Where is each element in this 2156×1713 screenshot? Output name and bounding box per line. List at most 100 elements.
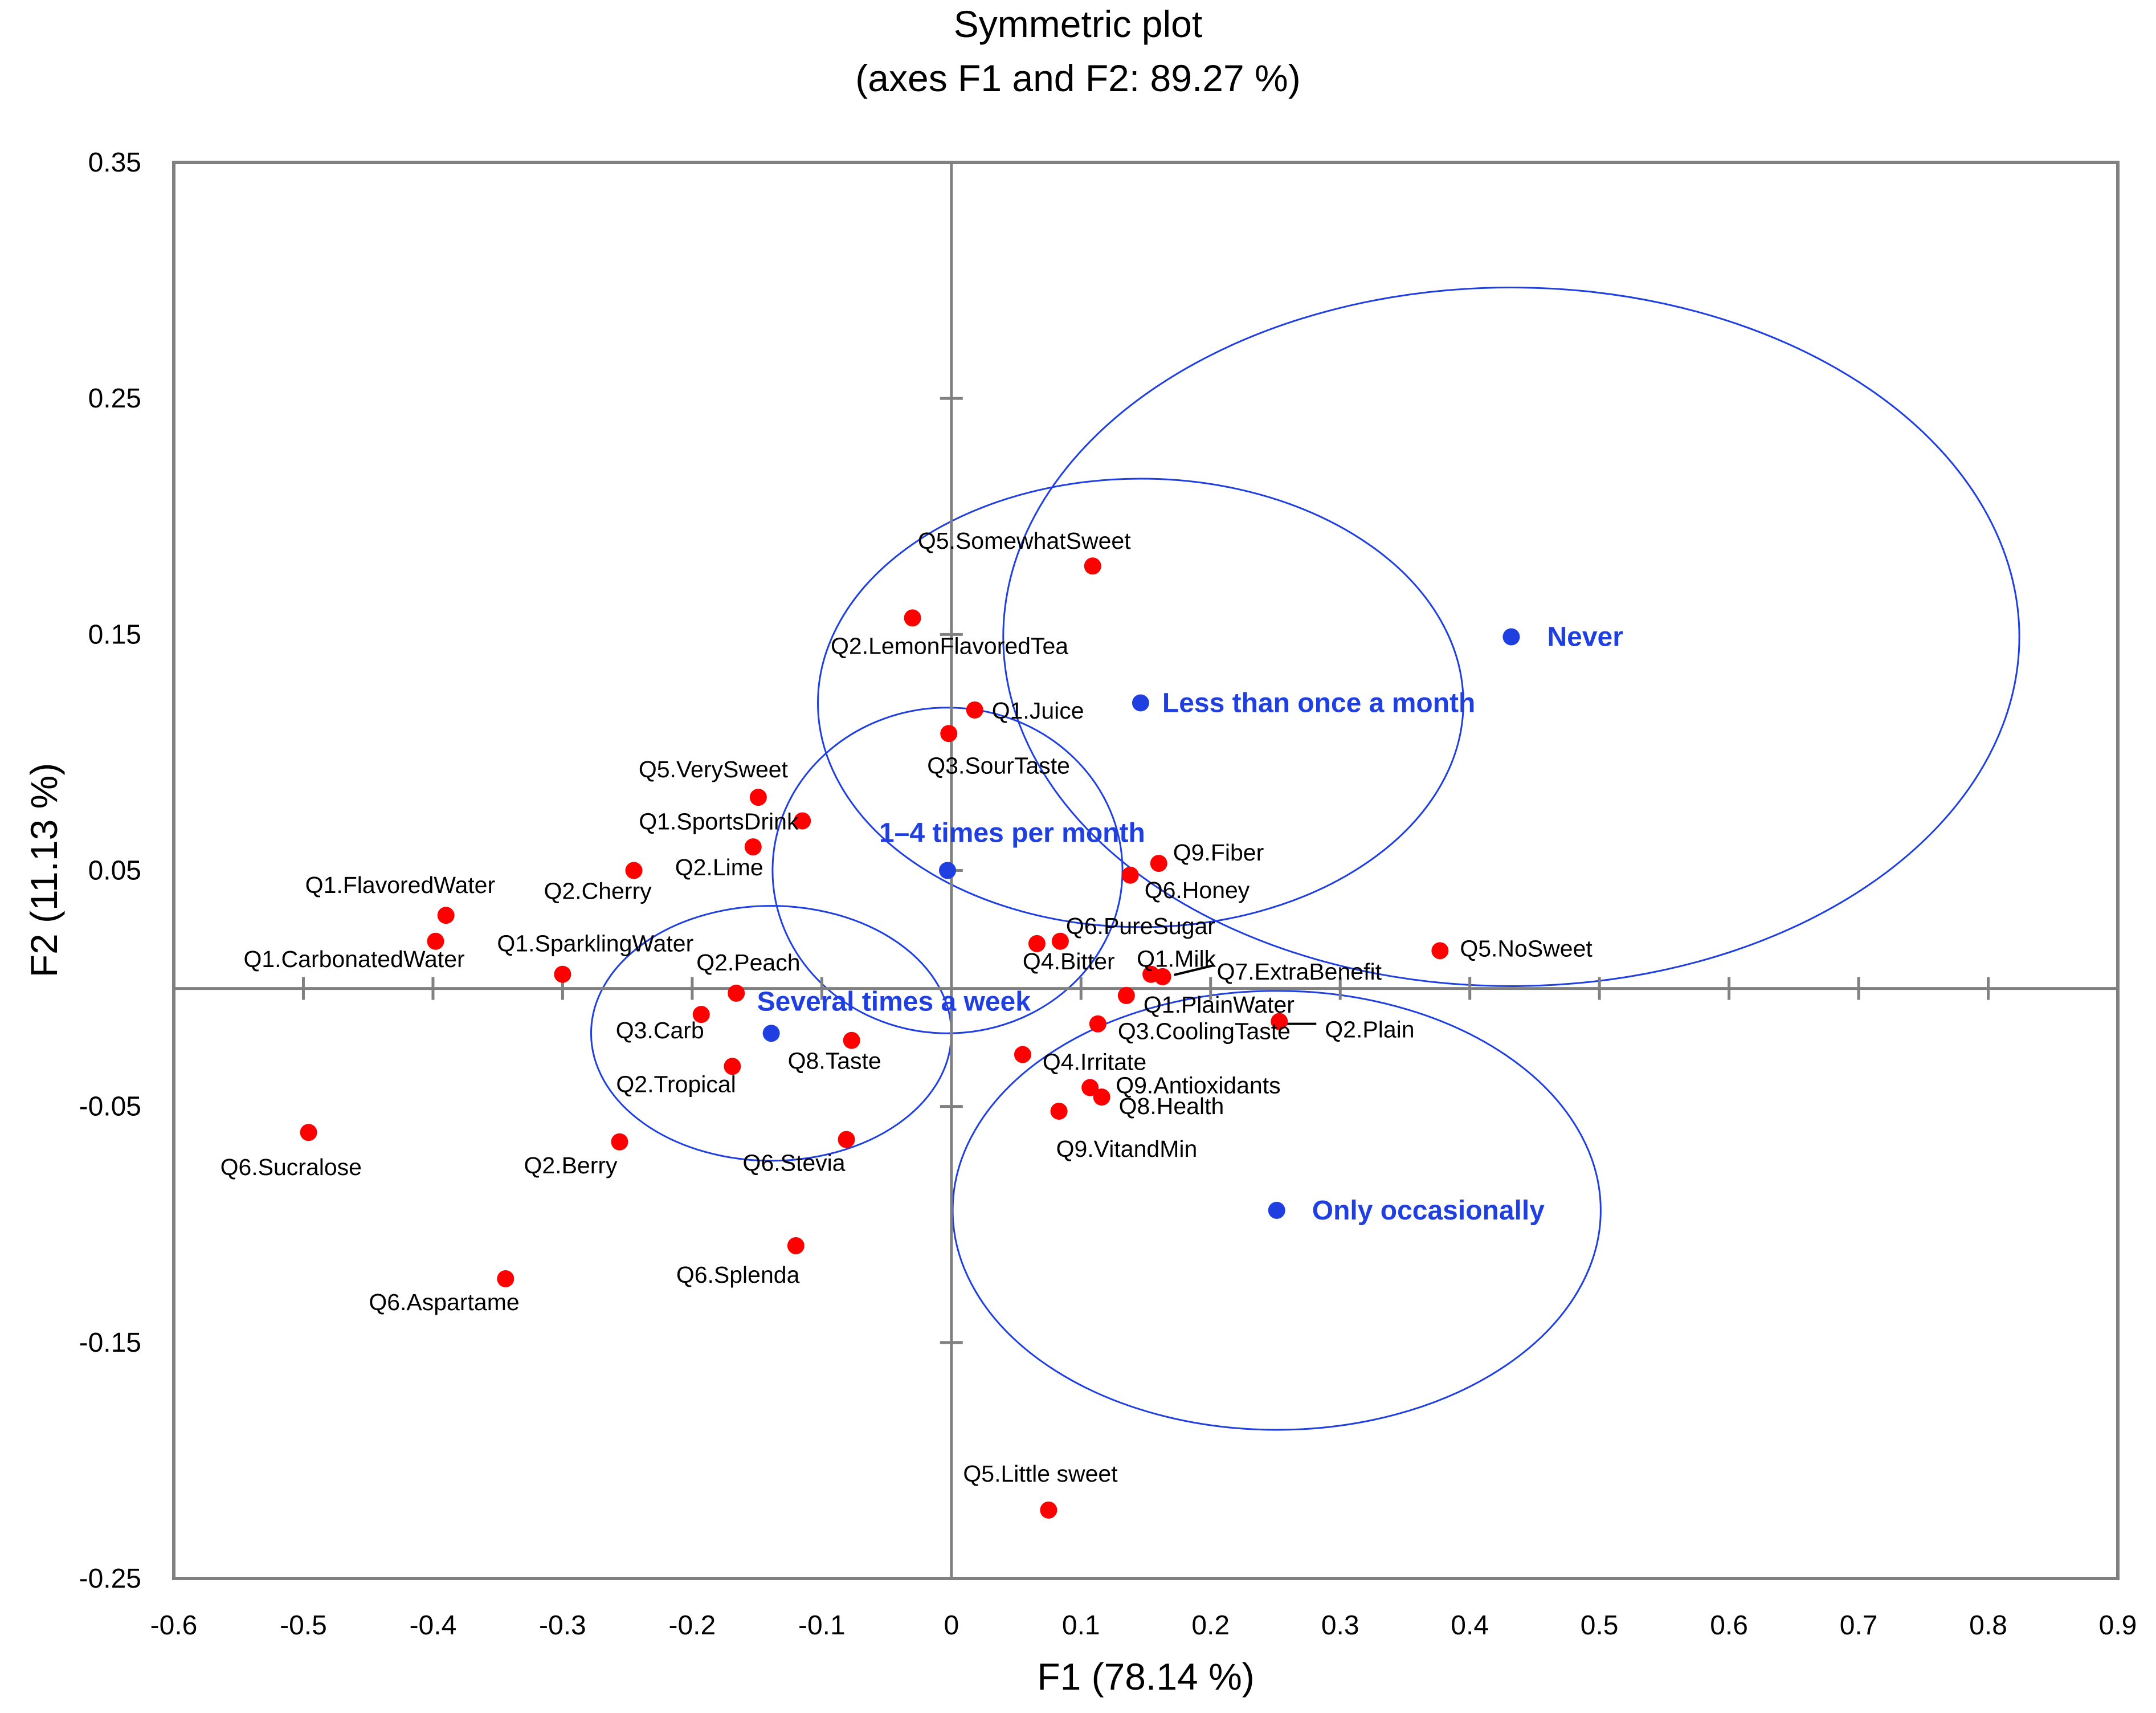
point-q2-plain (1271, 1013, 1288, 1030)
leader-line (1174, 964, 1215, 976)
point-label-q9-vitandmin: Q9.VitandMin (1056, 1136, 1198, 1162)
point-q1-flavoredwater (437, 907, 455, 924)
point-label-q9-antioxidants: Q9.Antioxidants (1116, 1072, 1280, 1099)
point-q5-nosweet (1431, 942, 1449, 960)
point-q9-antioxidants (1081, 1079, 1099, 1096)
label-leader-lines (1174, 964, 1317, 1025)
point-q2-lemonflavoredtea (904, 609, 921, 627)
point-label-q2-peach: Q2.Peach (696, 949, 800, 976)
point-label-q7-extrabenefit: Q7.ExtraBenefit (1217, 959, 1382, 985)
point-q2-tropical (724, 1058, 741, 1075)
point-q7-extrabenefit (1154, 968, 1171, 985)
x-tick-label: -0.3 (539, 1610, 586, 1641)
point-label-q2-lime: Q2.Lime (675, 854, 763, 880)
point-label-q1-plainwater: Q1.PlainWater (1144, 992, 1295, 1018)
point-label-q5-somewhatsweet: Q5.SomewhatSweet (918, 528, 1131, 554)
point-q6-splenda (787, 1237, 805, 1255)
point-label-q1-flavoredwater: Q1.FlavoredWater (305, 872, 495, 898)
plot-frame (172, 161, 2120, 1580)
point-q5-verysweet (749, 789, 767, 806)
point-q1-sparklingwater (554, 965, 571, 983)
x-tick-label: 0.9 (2099, 1610, 2137, 1641)
point-label-q5-little-sweet: Q5.Little sweet (963, 1461, 1118, 1487)
point-label-q1-milk: Q1.Milk (1137, 946, 1216, 972)
x-axis-title: F1 (78.14 %) (1037, 1655, 1255, 1698)
x-tick-label: -0.2 (669, 1610, 716, 1641)
point-label-q4-bitter: Q4.Bitter (1023, 948, 1115, 974)
point-label-q6-puresugar: Q6.PureSugar (1066, 913, 1215, 939)
group-point-never (1502, 628, 1520, 646)
point-q1-sportsdrink (794, 812, 811, 830)
point-q2-cherry (625, 862, 643, 879)
point-q2-peach (728, 984, 745, 1002)
point-label-q2-plain: Q2.Plain (1325, 1017, 1414, 1043)
point-label-q5-verysweet: Q5.VerySweet (639, 756, 789, 782)
point-label-q9-fiber: Q9.Fiber (1173, 839, 1264, 866)
y-tick-label: -0.05 (79, 1092, 141, 1122)
y-tick-label: 0.35 (88, 148, 141, 178)
point-q1-juice (966, 701, 983, 719)
point-label-q6-aspartame: Q6.Aspartame (369, 1289, 519, 1315)
point-label-q6-sucralose: Q6.Sucralose (220, 1154, 362, 1180)
x-tick-label: 0.4 (1451, 1610, 1489, 1641)
point-q5-little-sweet (1040, 1501, 1057, 1519)
group-label-1-4-times-per-month: 1–4 times per month (879, 818, 1145, 849)
point-q6-puresugar (1051, 932, 1069, 950)
point-label-q2-tropical: Q2.Tropical (616, 1071, 736, 1097)
point-q2-berry (611, 1133, 628, 1151)
x-axis-ticks: -0.6 -0.5 -0.4 -0.3 -0.2 -0.1 0 0.1 0.2 0.3 0.4 0.5… (150, 977, 2137, 1641)
x-tick-label: -0.4 (410, 1610, 457, 1641)
point-q3-coolingtaste (1089, 1015, 1106, 1033)
x-tick-label: -0.5 (280, 1610, 327, 1641)
point-q2-lime (744, 838, 762, 856)
group-point-1-4-times-per-month (938, 862, 956, 879)
point-q6-sucralose (300, 1124, 317, 1141)
ellipse-less-than-once-a-month (817, 478, 1464, 928)
x-tick-label: 0.5 (1581, 1610, 1619, 1641)
point-label-q6-stevia: Q6.Stevia (743, 1150, 846, 1176)
point-q5-somewhatsweet (1084, 557, 1101, 575)
group-point-less-than-once-a-month (1132, 694, 1149, 712)
group-label-less-than-once-a-month: Less than once a month (1162, 688, 1475, 718)
point-q8-taste (843, 1031, 860, 1049)
point-label-q1-sportsdrink: Q1.SportsDrink (639, 809, 799, 835)
point-label-q6-splenda: Q6.Splenda (676, 1262, 800, 1288)
x-tick-label: 0.3 (1321, 1610, 1359, 1641)
point-q4-bitter (1028, 935, 1046, 952)
x-tick-label: 0.6 (1710, 1610, 1748, 1641)
point-q6-honey (1121, 866, 1139, 884)
group-label-never: Never (1547, 622, 1623, 652)
point-label-q1-sparklingwater: Q1.SparklingWater (497, 931, 693, 957)
point-label-q8-health: Q8.Health (1119, 1093, 1224, 1119)
x-tick-label: 0.1 (1062, 1610, 1100, 1641)
point-label-q4-irritate: Q4.Irritate (1043, 1049, 1146, 1075)
group-point-several-times-a-week (762, 1025, 780, 1042)
point-label-q8-taste: Q8.Taste (788, 1048, 881, 1074)
y-tick-label: -0.15 (79, 1328, 141, 1358)
y-axis-title: F2 (11.13 %) (23, 763, 65, 978)
chart-subtitle: (axes F1 and F2: 89.27 %) (855, 57, 1300, 99)
x-tick-label: 0.2 (1191, 1610, 1230, 1641)
x-tick-label: -0.1 (798, 1610, 846, 1641)
confidence-ellipses (590, 287, 2020, 1431)
y-axis-ticks: 0.35 0.25 0.15 0.05 -0.05 -0.15 -0.25 (79, 148, 963, 1594)
y-tick-label: -0.25 (79, 1564, 141, 1594)
point-label-q2-cherry: Q2.Cherry (544, 878, 652, 904)
chart-title: Symmetric plot (954, 3, 1202, 45)
data-points (300, 557, 1520, 1519)
data-labels: Q5.SomewhatSweet Q2.LemonFlavoredTea Q1.Ju… (220, 528, 1623, 1487)
point-label-q3-sourtaste: Q3.SourTaste (927, 752, 1070, 778)
point-q3-carb (692, 1006, 710, 1023)
ellipse-never (1002, 287, 2020, 987)
point-label-q6-honey: Q6.Honey (1145, 877, 1250, 903)
group-label-several-times-a-week: Several times a week (757, 986, 1031, 1017)
point-label-q5-nosweet: Q5.NoSweet (1460, 935, 1592, 961)
point-q3-sourtaste (940, 725, 958, 743)
point-label-q1-carbonatedwater: Q1.CarbonatedWater (243, 946, 464, 972)
y-tick-label: 0.15 (88, 619, 141, 650)
x-tick-label: 0.7 (1840, 1610, 1878, 1641)
x-tick-label: -0.6 (150, 1610, 198, 1641)
point-q9-vitandmin (1050, 1102, 1068, 1120)
